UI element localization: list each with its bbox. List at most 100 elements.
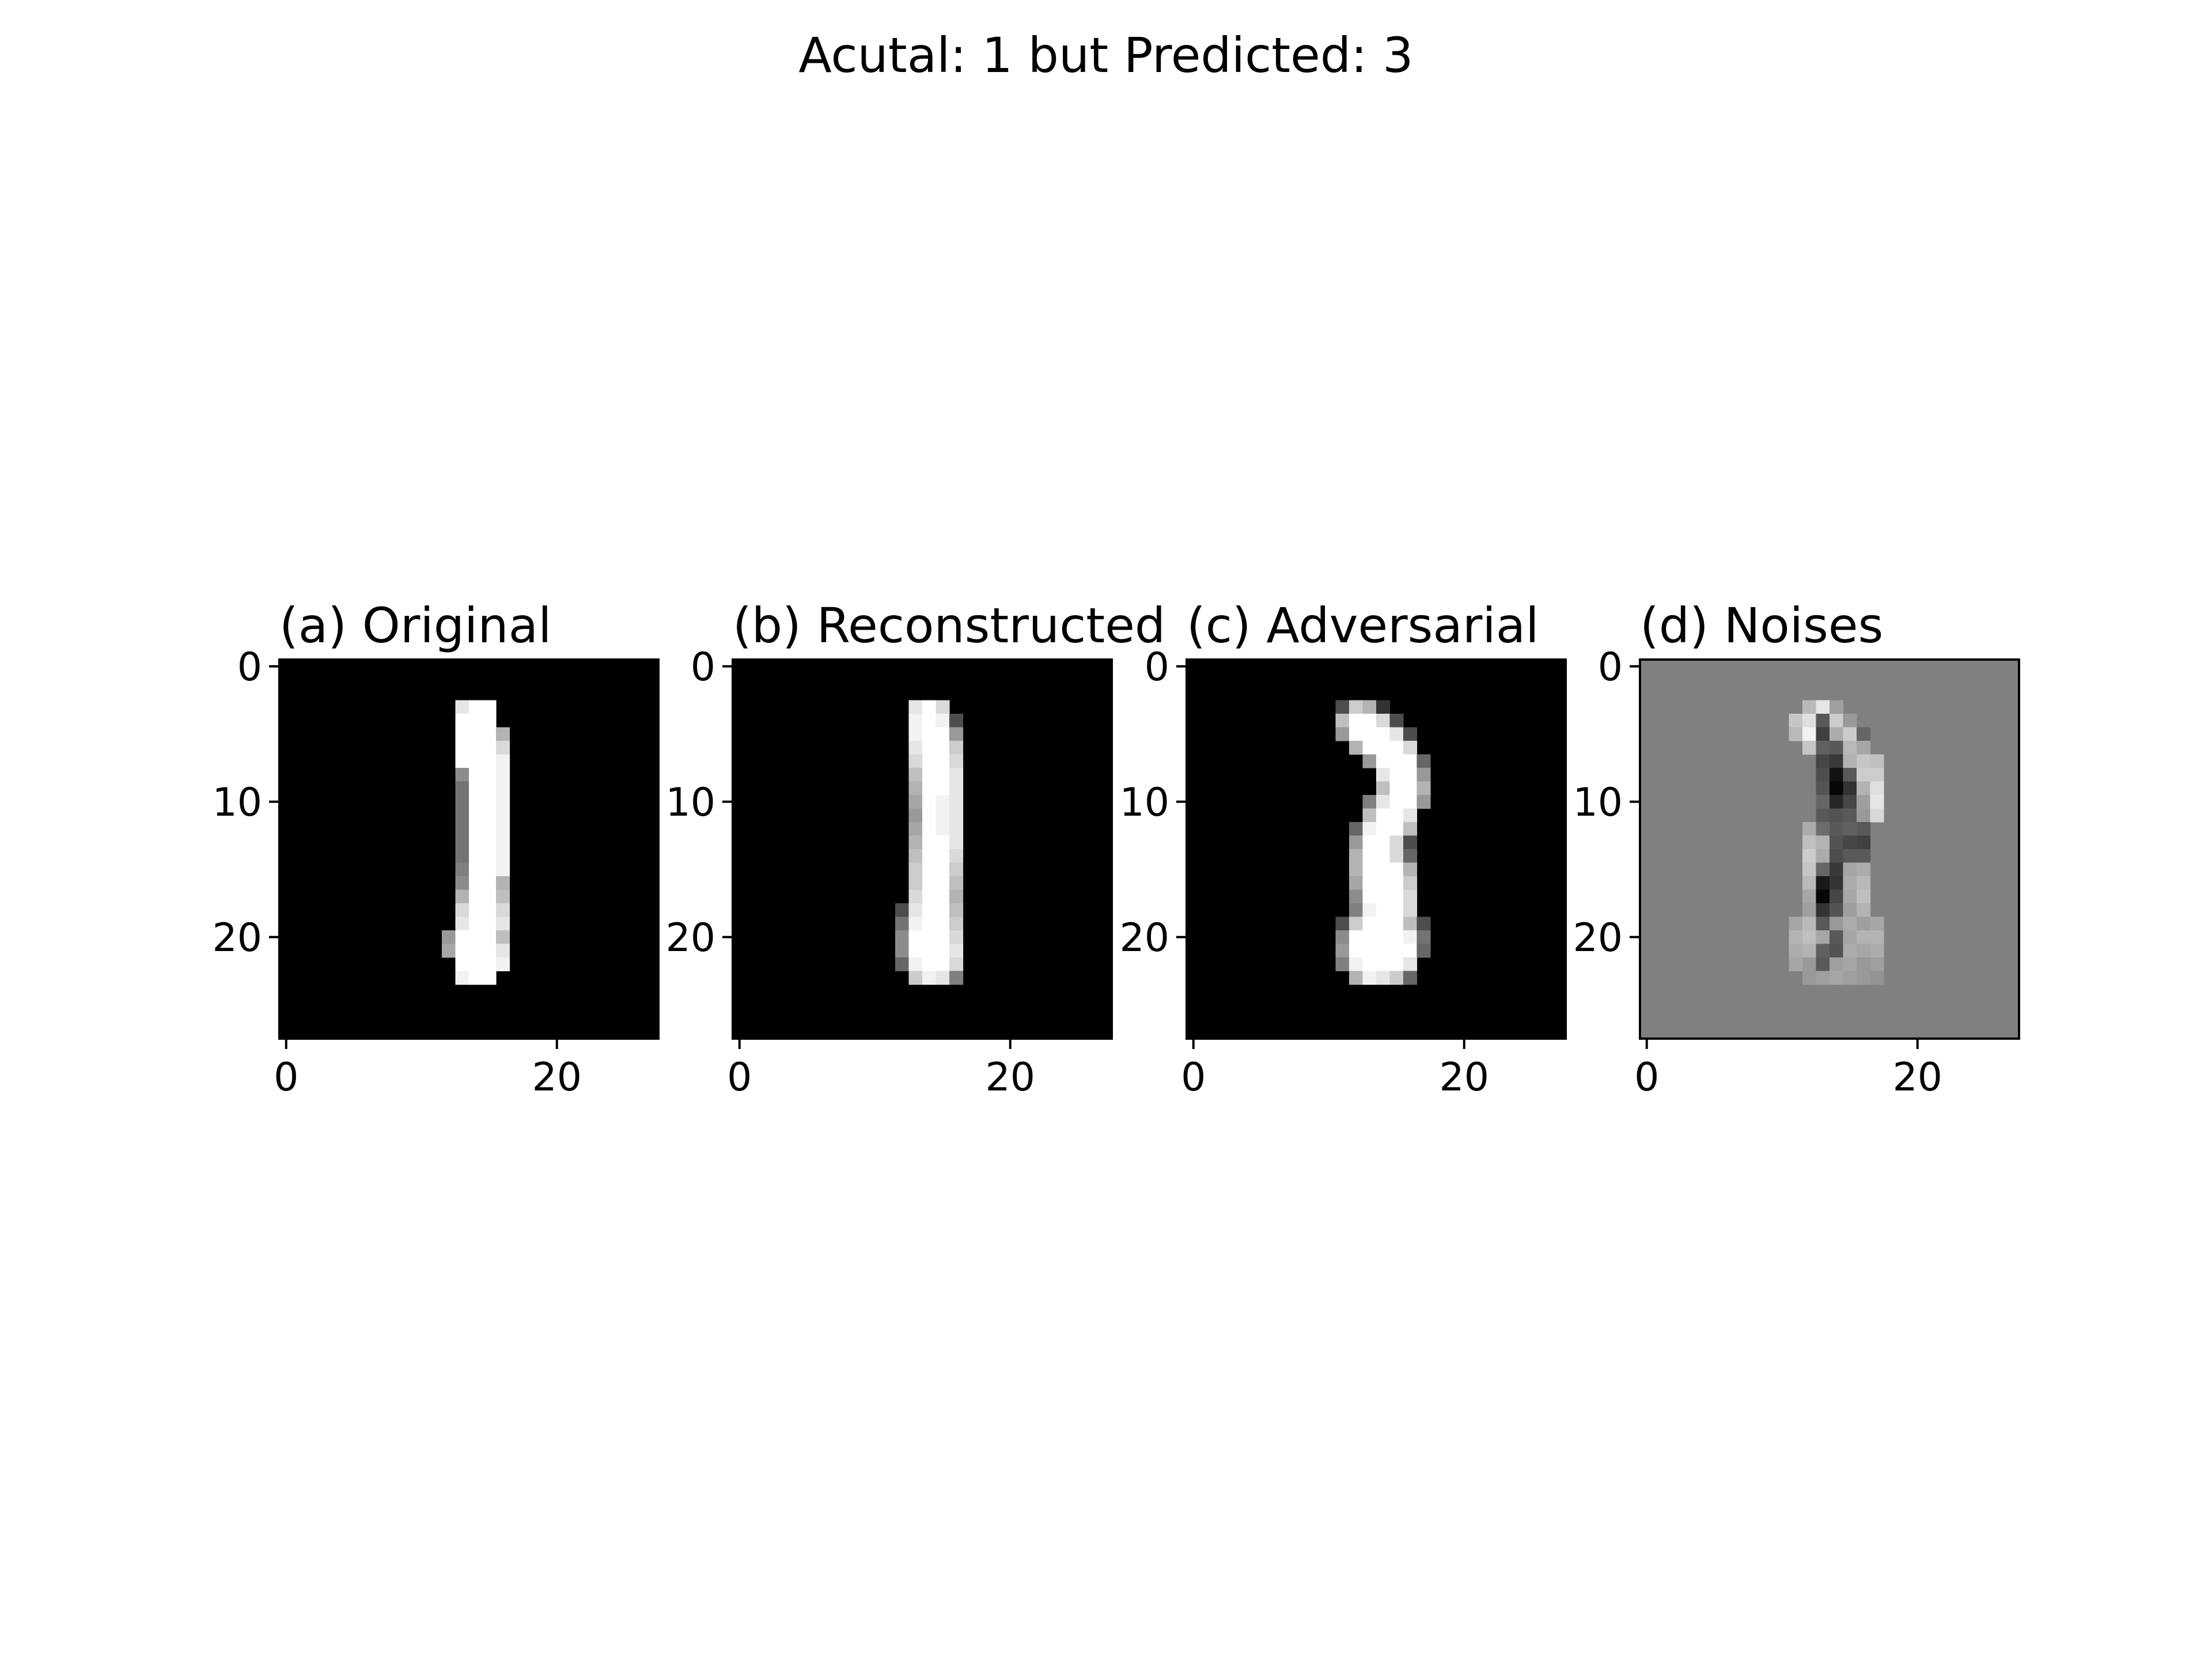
pixel-cell xyxy=(482,781,497,796)
pixel-cell xyxy=(1362,741,1377,755)
pixel-cell xyxy=(1830,849,1844,863)
pixel-cell xyxy=(1403,822,1418,836)
pixel-cell xyxy=(1349,944,1363,958)
pixel-cell xyxy=(1403,795,1418,809)
pixel-cell xyxy=(1843,916,1857,931)
pixel-cell xyxy=(496,795,510,809)
pixel-cell xyxy=(1802,889,1817,904)
pixel-cell xyxy=(1376,957,1391,972)
pixel-cell xyxy=(922,957,937,972)
pixel-cell xyxy=(935,916,950,931)
pixel-cell xyxy=(469,822,483,836)
pixel-cell xyxy=(1843,849,1857,863)
pixel-cell xyxy=(496,889,510,904)
pixel-cell xyxy=(1362,957,1377,972)
pixel-cell xyxy=(1857,903,1871,918)
pixel-cell xyxy=(908,781,923,796)
pixel-cell xyxy=(1389,835,1404,850)
y-tick-label: 20 xyxy=(665,915,715,961)
pixel-cell xyxy=(1403,903,1418,918)
pixel-cell xyxy=(922,781,937,796)
pixel-cell xyxy=(1349,727,1363,741)
pixel-cell xyxy=(1389,741,1404,755)
pixel-cell xyxy=(496,781,510,796)
pixel-cell xyxy=(455,795,469,809)
pixel-cell xyxy=(1376,754,1391,768)
pixel-cell xyxy=(922,916,937,931)
y-tick-label: 10 xyxy=(1119,780,1169,825)
pixel-cell xyxy=(1376,835,1391,850)
pixel-cell xyxy=(1870,754,1884,768)
pixel-cell xyxy=(1403,808,1418,823)
pixel-cell xyxy=(1843,768,1857,782)
pixel-cell xyxy=(1830,768,1844,782)
pixel-cell xyxy=(1843,835,1857,850)
pixel-cell xyxy=(1362,916,1377,931)
pixel-cell xyxy=(455,876,469,891)
pixel-cell xyxy=(1389,781,1404,796)
pixel-cell xyxy=(1857,916,1871,931)
pixel-cell xyxy=(895,903,910,918)
pixel-cell xyxy=(1403,930,1418,945)
pixel-cell xyxy=(1816,795,1830,809)
pixel-cell xyxy=(949,862,964,877)
pixel-cell xyxy=(1389,862,1404,877)
pixel-cell xyxy=(935,862,950,877)
pixel-cell xyxy=(455,930,469,945)
pixel-cell xyxy=(1416,781,1431,796)
pixel-cell xyxy=(1843,754,1857,768)
pixel-cell xyxy=(1389,903,1404,918)
pixel-cell xyxy=(1349,741,1363,755)
pixel-cell xyxy=(1349,714,1363,728)
pixel-cell xyxy=(1376,916,1391,931)
pixel-cell xyxy=(1362,849,1377,863)
pixel-cell xyxy=(949,903,964,918)
pixel-cell xyxy=(1335,930,1350,945)
pixel-cell xyxy=(496,741,510,755)
pixel-cell xyxy=(1843,795,1857,809)
pixel-cell xyxy=(1857,957,1871,972)
pixel-cell xyxy=(1843,971,1857,985)
y-tick-label: 0 xyxy=(237,645,262,690)
subplot-3: 0 20 0 10 20 (c) Adversarial xyxy=(1119,597,1567,1100)
pixel-cell xyxy=(949,795,964,809)
y-tick-label: 0 xyxy=(691,645,715,690)
pixel-cell xyxy=(1830,971,1844,985)
pixel-cell xyxy=(496,835,510,850)
pixel-cell xyxy=(1843,930,1857,945)
pixel-cell xyxy=(949,957,964,972)
x-tick-label: 20 xyxy=(985,1055,1035,1100)
pixel-cell xyxy=(908,822,923,836)
pixel-cell xyxy=(949,714,964,728)
pixel-cell xyxy=(455,727,469,741)
pixel-cell xyxy=(1376,768,1391,782)
pixel-cell xyxy=(482,916,497,931)
pixel-cell xyxy=(455,714,469,728)
pixel-cell xyxy=(455,944,469,958)
pixel-cell xyxy=(496,916,510,931)
pixel-cell xyxy=(1349,971,1363,985)
pixel-cell xyxy=(1816,944,1830,958)
pixel-cell xyxy=(1789,714,1803,728)
pixel-cell xyxy=(1816,957,1830,972)
pixel-cell xyxy=(1376,944,1391,958)
pixel-cell xyxy=(908,741,923,755)
pixel-cell xyxy=(455,808,469,823)
pixel-cell xyxy=(935,781,950,796)
pixel-cell xyxy=(1816,835,1830,850)
pixel-cell xyxy=(482,862,497,877)
pixel-cell xyxy=(1335,957,1350,972)
pixel-cell xyxy=(935,930,950,945)
subplot-title: (c) Adversarial xyxy=(1187,597,1539,654)
pixel-cell xyxy=(469,741,483,755)
pixel-cell xyxy=(1816,822,1830,836)
pixel-cell xyxy=(922,862,937,877)
y-tick-label: 10 xyxy=(212,780,262,825)
x-tick-label: 0 xyxy=(1181,1055,1206,1100)
pixel-cell xyxy=(482,714,497,728)
pixel-cell xyxy=(469,930,483,945)
pixel-cell xyxy=(1802,971,1817,985)
pixel-cell xyxy=(1802,916,1817,931)
pixel-cell xyxy=(1843,862,1857,877)
axes-frame xyxy=(1185,658,1567,1040)
